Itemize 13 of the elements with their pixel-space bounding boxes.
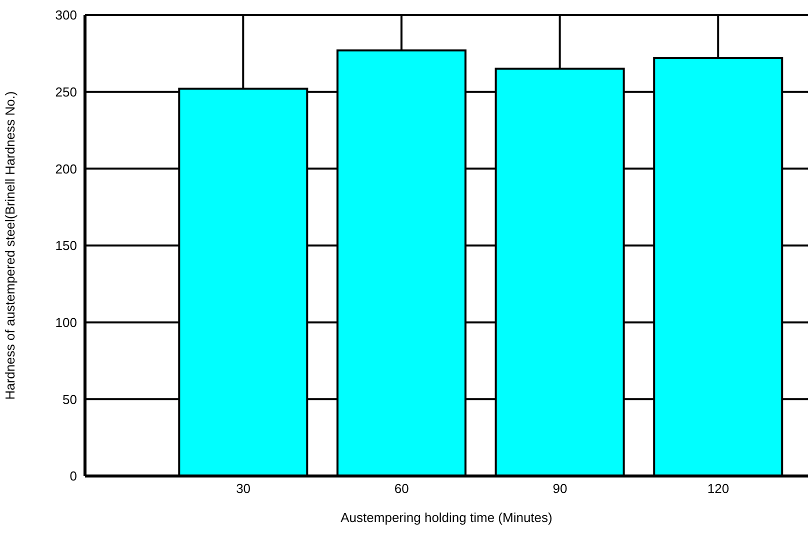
x-tick-label: 120 [707, 481, 730, 496]
y-tick-label: 200 [55, 161, 77, 176]
y-tick-label: 150 [55, 238, 77, 254]
x-tick-label: 90 [552, 481, 568, 496]
y-tick-label: 100 [55, 314, 77, 330]
x-tick-label: 60 [394, 481, 409, 496]
y-tick-label: 250 [55, 84, 77, 100]
y-tick-label: 300 [55, 8, 77, 23]
x-tick-label: 30 [236, 481, 251, 496]
y-axis-title: Hardness of austempered steel(Brinell Hardness No.) [2, 91, 18, 400]
x-axis-title: Austempering holding time (Minutes) [340, 510, 552, 525]
y-tick-label: 0 [70, 468, 77, 484]
y-tick-label: 50 [62, 392, 77, 407]
